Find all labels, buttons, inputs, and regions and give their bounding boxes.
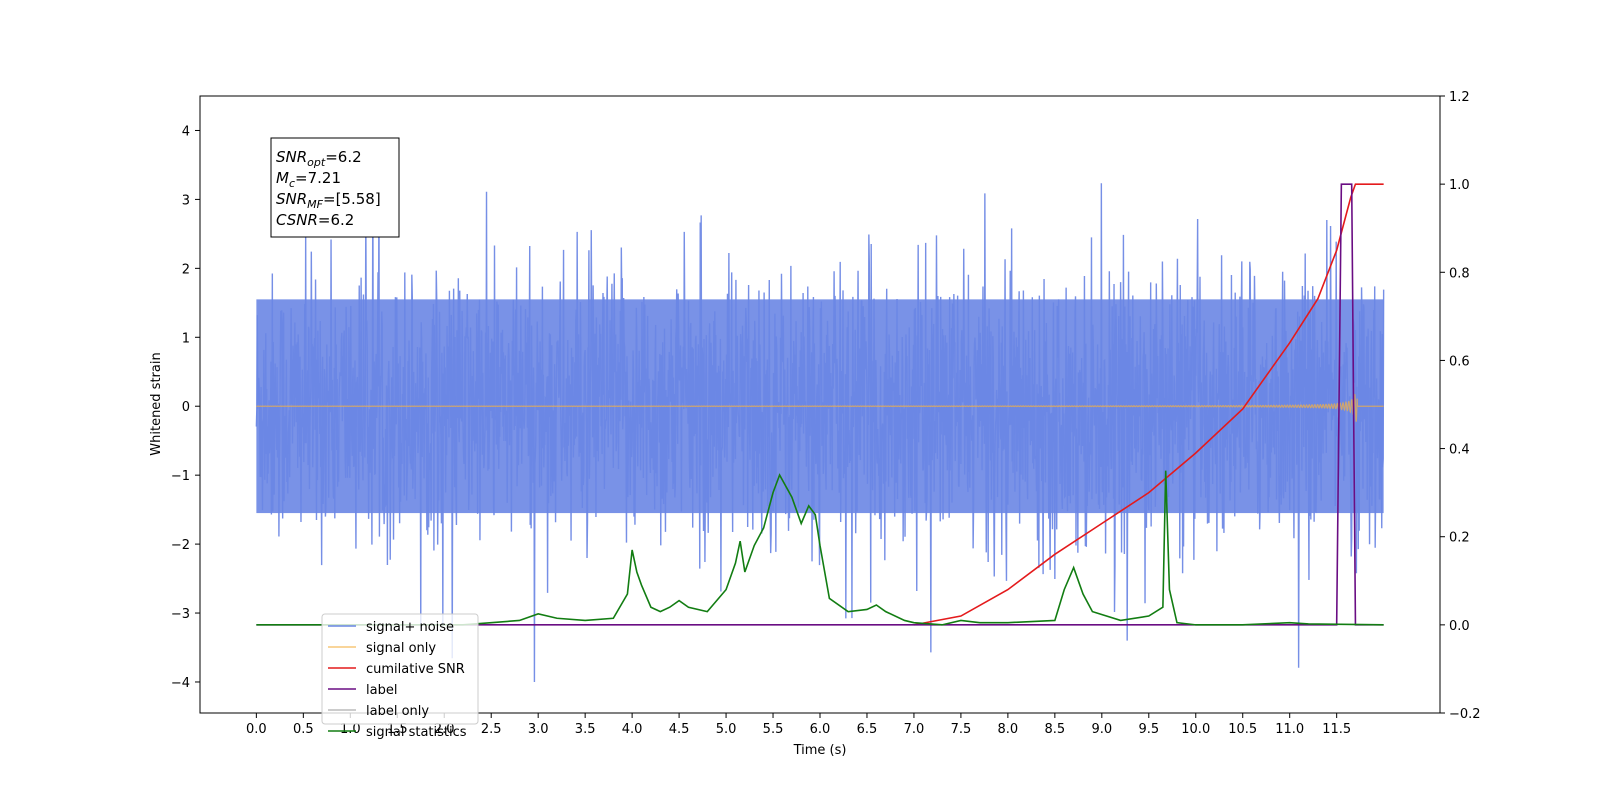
legend-frame	[321, 613, 479, 725]
x-tick-label: 5.0	[716, 722, 737, 737]
y-tick-label: −1	[171, 469, 190, 484]
y-tick-label: 1	[182, 331, 190, 346]
x-tick-label: 5.5	[763, 722, 784, 737]
y2-tick-label: 0.4	[1449, 443, 1470, 458]
x-tick-label: 9.5	[1138, 722, 1159, 737]
x-tick-label: 8.0	[998, 722, 1019, 737]
legend-label-cumilative-snr: cumilative SNR	[366, 662, 465, 677]
x-tick-label: 2.5	[481, 722, 502, 737]
y-tick-label: −4	[171, 676, 190, 691]
legend-label-signal-only: signal only	[366, 641, 436, 656]
y2-tick-label: 1.2	[1449, 90, 1470, 105]
x-tick-label: 11.5	[1322, 722, 1351, 737]
y-axis-label: Whitened strain	[149, 352, 164, 455]
y2-tick-label: 0.8	[1449, 266, 1470, 281]
x-tick-label: 8.5	[1045, 722, 1066, 737]
legend-label-signal-noise: signal+ noise	[366, 620, 454, 635]
x-tick-label: 9.0	[1091, 722, 1112, 737]
legend-label-label-only: label only	[366, 704, 429, 719]
y-tick-label: 4	[182, 124, 190, 139]
series-cumilative-snr	[913, 183, 1384, 626]
x-tick-label: 3.0	[528, 722, 549, 737]
annotation-line: CSNR=6.2	[276, 211, 354, 229]
y-axis-left: 4 3 2 1 0 −1 −2 −3 −4	[171, 124, 200, 691]
x-tick-label: 10.0	[1181, 722, 1210, 737]
annotation-frame	[270, 137, 400, 238]
x-axis: 0.0 0.5 1.0 1.5 2.0 2.5 3.0 3.5 4.0 4.5 5.0 5.5 6.0 6…	[246, 713, 1351, 737]
y2-tick-label: 0.2	[1449, 531, 1470, 546]
x-tick-label: 11.0	[1275, 722, 1304, 737]
x-axis-label: Time (s)	[793, 743, 847, 758]
x-tick-label: 0.0	[246, 722, 267, 737]
y2-tick-label: 0.6	[1449, 354, 1470, 369]
series-layer	[255, 156, 1385, 682]
series-signal-only	[256, 393, 1384, 422]
y2-tick-label: 1.0	[1449, 178, 1470, 193]
x-tick-label: 1.0	[340, 722, 361, 737]
legend: signal+ noise signal only cumilative SNR la…	[321, 613, 479, 740]
legend-label-signal-statistics: signal statistics	[366, 725, 467, 740]
y-tick-label: 0	[182, 400, 190, 415]
x-tick-label: 1.5	[387, 722, 408, 737]
y2-tick-label: 0.0	[1449, 619, 1470, 634]
x-tick-label: 6.5	[857, 722, 878, 737]
x-tick-label: 3.5	[575, 722, 596, 737]
x-tick-label: 2.0	[434, 722, 455, 737]
y2-tick-label: −0.2	[1449, 707, 1481, 722]
y-tick-label: 2	[182, 262, 190, 277]
y-tick-label: 3	[182, 193, 190, 208]
annotation-line: SNRMF=[5.58]	[276, 190, 381, 211]
x-tick-label: 4.0	[622, 722, 643, 737]
y-axis-right: 1.2 1.0 0.8 0.6 0.4 0.2 0.0 −0.2	[1440, 90, 1481, 722]
x-tick-label: 4.5	[669, 722, 690, 737]
x-tick-label: 7.0	[904, 722, 925, 737]
x-tick-label: 7.5	[951, 722, 972, 737]
annotation-line: SNRopt=6.2	[276, 148, 362, 169]
x-tick-label: 0.5	[293, 722, 314, 737]
y-tick-label: −2	[171, 538, 190, 553]
series-signal-statistics	[256, 470, 1384, 626]
legend-label-label: label	[366, 683, 397, 698]
annotation-line: Mc=7.21	[276, 169, 341, 190]
x-tick-label: 6.0	[810, 722, 831, 737]
x-tick-label: 10.5	[1228, 722, 1257, 737]
y-tick-label: −3	[171, 607, 190, 622]
